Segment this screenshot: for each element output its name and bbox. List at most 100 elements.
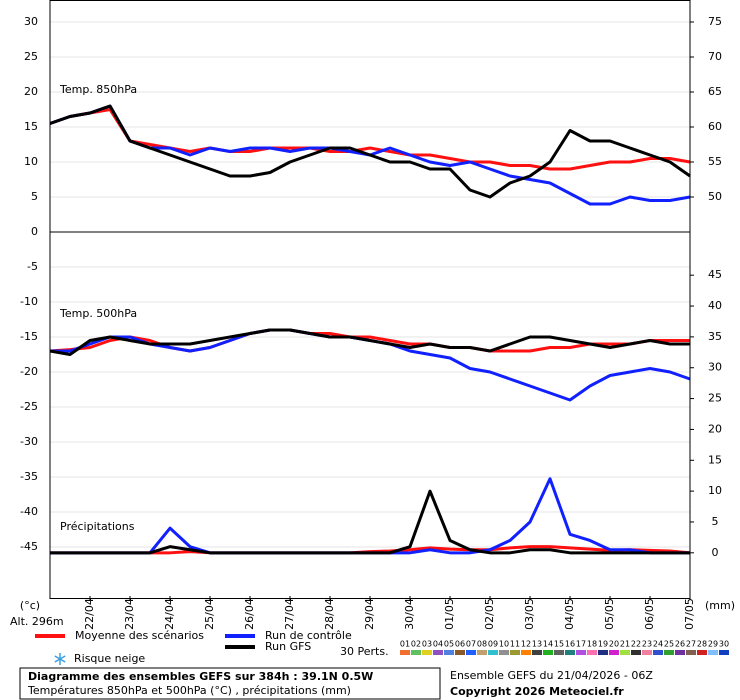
y2-tick-label: 5 <box>712 515 719 528</box>
x-tick-label: 25/04 <box>203 598 216 630</box>
x-tick-label: 27/04 <box>283 598 296 630</box>
pert-swatch <box>587 650 597 655</box>
y2-tick-label: 55 <box>708 155 722 168</box>
pert-label: 27 <box>686 640 696 649</box>
pert-swatch <box>653 650 663 655</box>
pert-swatch <box>675 650 685 655</box>
x-tick-label: 28/04 <box>323 598 336 630</box>
series-line <box>49 104 691 199</box>
pert-label: 16 <box>565 640 575 649</box>
y-tick-label: -40 <box>20 505 38 518</box>
pert-swatch <box>631 650 641 655</box>
series-line <box>50 477 690 555</box>
pert-swatch <box>422 650 432 655</box>
pert-swatch <box>400 650 410 655</box>
pert-swatch <box>488 650 498 655</box>
pert-label: 21 <box>620 640 630 649</box>
y-tick-label: 25 <box>24 50 38 63</box>
pert-label: 14 <box>543 640 553 649</box>
pert-swatch <box>664 650 674 655</box>
pert-swatch <box>642 650 652 655</box>
footer-subtitle: Températures 850hPa et 500hPa (°C) , pré… <box>27 684 351 697</box>
pert-swatch <box>697 650 707 655</box>
right-unit: (mm) <box>705 599 735 612</box>
pert-label: 25 <box>664 640 674 649</box>
pert-swatch <box>411 650 421 655</box>
pert-swatch <box>708 650 718 655</box>
pert-label: 19 <box>598 640 608 649</box>
y-tick-label: 5 <box>31 190 38 203</box>
pert-swatch <box>499 650 509 655</box>
pert-label: 15 <box>554 640 564 649</box>
pert-label: 05 <box>444 640 454 649</box>
y2-tick-label: 15 <box>708 453 722 466</box>
pert-label: 24 <box>653 640 663 649</box>
pert-label: 09 <box>488 640 498 649</box>
series-line <box>50 489 690 555</box>
pert-label: 29 <box>708 640 718 649</box>
pert-label: 01 <box>400 640 410 649</box>
pert-label: 07 <box>466 640 476 649</box>
y-tick-label: -35 <box>20 470 38 483</box>
pert-label: 11 <box>510 640 520 649</box>
y-tick-label: 30 <box>24 15 38 28</box>
pert-label: 13 <box>532 640 542 649</box>
pert-swatch <box>433 650 443 655</box>
panel-label: Temp. 850hPa <box>59 83 137 96</box>
series-line <box>49 328 690 356</box>
y-tick-label: 15 <box>24 120 38 133</box>
y-tick-label: 10 <box>24 155 38 168</box>
pert-swatch <box>466 650 476 655</box>
y-tick-label: -20 <box>20 365 38 378</box>
pert-label: 10 <box>499 640 509 649</box>
y-tick-label: -15 <box>20 330 38 343</box>
pert-swatch <box>609 650 619 655</box>
y-tick-label: -5 <box>27 260 38 273</box>
pert-label: 23 <box>642 640 652 649</box>
snow-label: Risque neige <box>74 652 145 665</box>
x-tick-label: 04/05 <box>563 598 576 630</box>
pert-label: 18 <box>587 640 597 649</box>
y2-tick-label: 35 <box>708 330 722 343</box>
pert-swatch <box>455 650 465 655</box>
plots: 51015202530505560657075-45-40-35-30-25-2… <box>20 15 722 630</box>
pert-label: 08 <box>477 640 487 649</box>
pert-label: 26 <box>675 640 685 649</box>
y2-tick-label: 20 <box>708 422 722 435</box>
pert-swatch <box>477 650 487 655</box>
legend-label: Run GFS <box>265 640 311 653</box>
y-tick-label: 0 <box>31 225 38 238</box>
altitude: Alt. 296m <box>10 615 64 628</box>
y2-tick-label: 65 <box>708 85 722 98</box>
pert-label: 17 <box>576 640 586 649</box>
y-tick-label: -25 <box>20 400 38 413</box>
legend: Moyenne des scénarios Run de contrôleRun … <box>35 629 729 655</box>
pert-swatch <box>444 650 454 655</box>
footer-box <box>19 667 441 700</box>
plot-frame <box>49 0 691 599</box>
footer-title: Diagramme des ensembles GEFS sur 384h : … <box>28 670 373 683</box>
pert-swatch <box>686 650 696 655</box>
x-tick-label: 01/05 <box>443 598 456 630</box>
pert-label: 03 <box>422 640 432 649</box>
x-tick-label: 29/04 <box>363 598 376 630</box>
x-tick-label: 24/04 <box>163 598 176 630</box>
y2-tick-label: 70 <box>708 50 722 63</box>
x-tick-label: 26/04 <box>243 598 256 630</box>
x-tick-label: 06/05 <box>643 598 656 630</box>
pert-label: 28 <box>697 640 707 649</box>
pert-swatch <box>510 650 520 655</box>
pert-label: 06 <box>455 640 465 649</box>
y2-tick-label: 75 <box>708 15 722 28</box>
x-tick-label: 05/05 <box>603 598 616 630</box>
pert-swatch <box>554 650 564 655</box>
y2-tick-label: 40 <box>708 299 722 312</box>
pert-label: 04 <box>433 640 443 649</box>
snow-icon <box>54 653 66 665</box>
pert-label: 22 <box>631 640 641 649</box>
y2-tick-label: 25 <box>708 392 722 405</box>
pert-label: 30 <box>719 640 729 649</box>
panel-label: Temp. 500hPa <box>59 307 137 320</box>
y2-tick-label: 50 <box>708 190 722 203</box>
